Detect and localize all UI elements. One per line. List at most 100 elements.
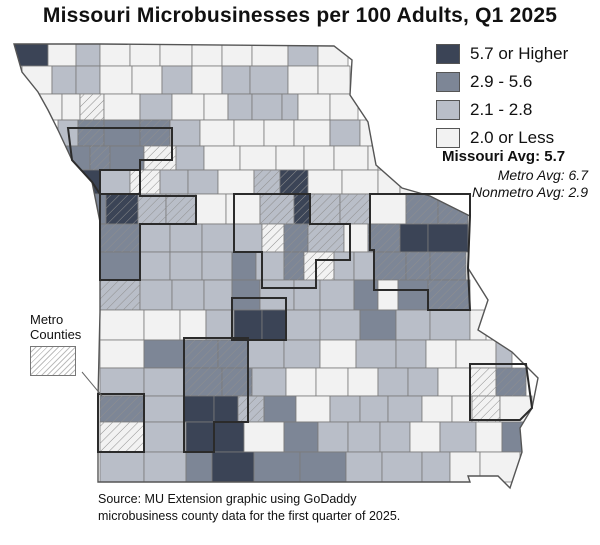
- county-93: [427, 223, 469, 253]
- metro-hatch-106: [430, 252, 466, 280]
- averages-panel: Missouri Avg: 5.7 Metro Avg: 6.7 Nonmetr…: [442, 148, 597, 201]
- missouri-average: Missouri Avg: 5.7: [442, 148, 566, 165]
- county-164: [359, 395, 389, 423]
- county-20: [249, 65, 289, 95]
- county-121: [179, 309, 207, 341]
- county-171: [143, 421, 187, 453]
- metro-hatch-25: [80, 94, 104, 120]
- county-2: [47, 44, 77, 67]
- metro-hatch-75: [260, 194, 294, 224]
- county-192: [449, 451, 481, 483]
- county-96: [169, 251, 203, 281]
- county-21: [287, 65, 319, 95]
- county-24: [61, 93, 81, 121]
- county-3: [75, 44, 101, 67]
- county-52: [239, 145, 277, 171]
- metro-outline-jefferson-city: [231, 297, 287, 341]
- county-58: [99, 169, 131, 195]
- county-42: [263, 119, 295, 147]
- county-90: [343, 223, 369, 253]
- legend-item-high: 5.7 or Higher: [436, 40, 596, 67]
- metro-outline-cape-girardeau: [469, 363, 534, 421]
- county-138: [355, 339, 397, 369]
- county-11: [317, 44, 349, 67]
- metro-hatch-78: [340, 194, 370, 224]
- county-180: [439, 421, 477, 453]
- county-110: [203, 279, 233, 311]
- metro-key-label-line1: Metro: [30, 312, 64, 327]
- nonmetro-average: Nonmetro Avg: 2.9: [472, 184, 588, 200]
- metro-outline-joplin: [97, 393, 145, 453]
- county-184: [143, 451, 187, 483]
- metro-hatch-118: [428, 280, 470, 310]
- county-111: [231, 279, 261, 311]
- county-165: [387, 395, 423, 423]
- county-120: [143, 309, 181, 341]
- county-83: [139, 223, 171, 253]
- county-68: [399, 169, 431, 195]
- county-186: [211, 451, 255, 483]
- county-50: [175, 145, 205, 171]
- county-40: [199, 119, 235, 147]
- source-line-1: Source: MU Extension graphic using GoDad…: [98, 492, 357, 506]
- county-112: [259, 279, 295, 311]
- metro-outline-springfield: [183, 337, 249, 453]
- metro-key-label-line2: Counties: [30, 327, 82, 342]
- county-97: [201, 251, 233, 281]
- metro-hatch-100: [284, 252, 304, 280]
- county-127: [359, 309, 397, 341]
- county-183: [99, 451, 145, 483]
- county-132: [143, 339, 185, 369]
- county-178: [379, 421, 411, 453]
- metro-hatch-77: [310, 194, 340, 224]
- county-85: [201, 223, 235, 253]
- metro-hatch-47: [90, 146, 110, 170]
- county-169: [499, 395, 533, 423]
- metro-key-leader: [81, 371, 103, 397]
- county-140: [425, 339, 457, 369]
- metro-hatch-155: [496, 368, 526, 396]
- county-27: [139, 93, 173, 121]
- county-5: [129, 44, 161, 67]
- metro-hatch-154: [470, 368, 496, 396]
- county-131: [99, 339, 145, 369]
- county-176: [317, 421, 349, 453]
- metro-hatch-134: [218, 340, 248, 368]
- county-188: [299, 451, 347, 483]
- county-114: [319, 279, 355, 311]
- metro-hatch-105: [406, 252, 430, 280]
- county-94: [99, 251, 141, 281]
- county-54: [303, 145, 335, 171]
- county-136: [283, 339, 321, 369]
- county-103: [353, 251, 375, 281]
- county-182: [501, 421, 527, 453]
- metro-hatch-76: [294, 194, 310, 224]
- county-4: [99, 44, 131, 67]
- county-149: [315, 367, 349, 397]
- metro-hatch-38: [140, 120, 170, 146]
- county-86: [233, 223, 263, 253]
- county-129: [429, 309, 471, 341]
- county-14: [75, 65, 101, 95]
- county-73: [195, 193, 227, 225]
- county-177: [347, 421, 381, 453]
- metro-hatch-91: [368, 224, 400, 252]
- county-158: [183, 395, 215, 423]
- county-98: [231, 251, 257, 281]
- metro-hatch-168: [472, 396, 500, 422]
- county-152: [407, 367, 439, 397]
- legend-swatch-mid: [436, 71, 460, 92]
- legend-swatch-high: [436, 43, 460, 64]
- county-22: [317, 65, 351, 95]
- county-48: [109, 145, 145, 171]
- county-10: [287, 44, 319, 67]
- county-29: [203, 93, 229, 121]
- county-137: [319, 339, 357, 369]
- county-150: [347, 367, 379, 397]
- county-15: [99, 65, 133, 95]
- metro-hatch-82: [100, 224, 140, 252]
- county-162: [295, 395, 331, 423]
- metro-hatch-59: [130, 170, 160, 194]
- county-128: [395, 309, 431, 341]
- county-153: [437, 367, 471, 397]
